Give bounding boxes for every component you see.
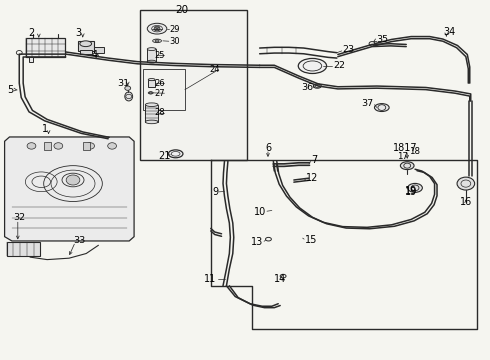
Text: 1817: 1817 [393,143,417,153]
Text: 12: 12 [306,173,318,183]
Ellipse shape [168,150,183,158]
Ellipse shape [146,103,158,107]
Text: 21: 21 [158,151,171,161]
Ellipse shape [374,104,389,112]
Bar [78,41,94,51]
Text: 32: 32 [13,213,25,222]
Text: 18: 18 [409,147,420,156]
Text: 28: 28 [155,108,165,117]
Text: 6: 6 [265,143,271,153]
Circle shape [457,177,475,190]
Circle shape [125,86,131,90]
Circle shape [27,143,36,149]
Text: 29: 29 [169,25,180,34]
Text: 31: 31 [117,79,129,88]
Text: 20: 20 [175,5,188,15]
Text: 16: 16 [460,197,472,207]
Bar [94,47,104,53]
Bar [146,105,158,122]
Bar [6,242,40,256]
Circle shape [86,143,95,149]
Ellipse shape [125,92,133,101]
Ellipse shape [408,183,422,192]
Text: 3: 3 [75,28,81,38]
Bar [28,57,33,62]
Text: 19: 19 [405,186,417,197]
Text: 27: 27 [155,89,165,98]
Text: 5: 5 [7,85,14,95]
Text: 4: 4 [92,50,98,60]
Ellipse shape [146,120,158,124]
Ellipse shape [147,23,167,34]
Bar [83,142,90,149]
Text: 23: 23 [343,45,355,54]
Bar [147,49,156,62]
Bar [80,50,92,54]
Bar [144,69,185,110]
Text: 37: 37 [361,99,373,108]
Text: 30: 30 [169,37,180,46]
Circle shape [154,27,160,31]
Text: 24: 24 [209,65,220,74]
Text: 26: 26 [155,79,165,88]
Circle shape [108,143,117,149]
Text: 22: 22 [333,62,345,71]
Text: 13: 13 [251,237,264,247]
Text: 36: 36 [301,83,314,92]
Circle shape [54,143,63,149]
Polygon shape [4,137,134,241]
Text: 9: 9 [212,187,218,197]
Circle shape [66,175,80,185]
Bar [44,142,51,149]
Text: 1: 1 [42,124,48,134]
Text: 25: 25 [155,51,165,60]
Bar [140,10,247,160]
Text: 10: 10 [254,207,266,217]
Circle shape [155,40,159,42]
Text: 33: 33 [73,236,85,245]
Ellipse shape [400,162,414,170]
Text: 34: 34 [443,27,455,37]
Text: 19: 19 [405,187,417,197]
Text: 15: 15 [305,234,317,244]
Bar [26,38,65,57]
Text: 2: 2 [28,28,35,38]
Ellipse shape [298,58,327,73]
Ellipse shape [80,41,92,46]
Ellipse shape [147,48,156,50]
Text: 11: 11 [204,274,217,284]
Ellipse shape [148,78,155,81]
Ellipse shape [147,60,156,63]
Text: 14: 14 [274,274,286,284]
Text: 17: 17 [397,152,409,161]
Text: 7: 7 [311,155,317,165]
Text: 35: 35 [376,35,388,44]
Bar [148,80,155,87]
Circle shape [149,92,152,94]
